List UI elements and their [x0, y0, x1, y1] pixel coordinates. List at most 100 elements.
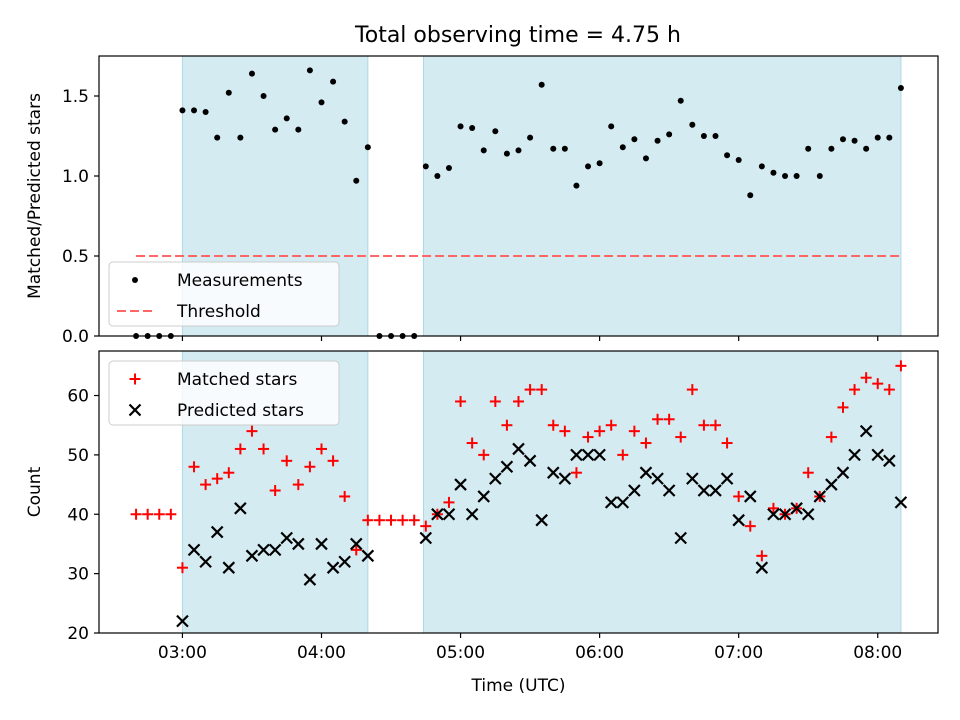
matched-stars-point [188, 461, 200, 473]
matched-stars-point [455, 395, 467, 407]
matched-stars-point [142, 508, 154, 520]
predicted-stars-point [535, 513, 548, 527]
legend-marker-matched [129, 373, 141, 385]
matched-stars-point [825, 431, 837, 443]
measurement-point [353, 177, 360, 184]
predicted-stars-point [268, 543, 282, 557]
legend-marker-predicted [128, 403, 142, 417]
predicted-stars-point [570, 448, 583, 462]
measurement-point [341, 118, 348, 125]
predicted-stars-point [419, 531, 433, 545]
predicted-stars-point [454, 478, 467, 491]
measurement-point [515, 147, 522, 154]
measurement-point [237, 134, 244, 141]
predicted-stars-point [210, 525, 224, 539]
y-tick-label: 60 [67, 387, 89, 407]
predicted-stars-point [257, 543, 270, 557]
predicted-stars-point [813, 490, 827, 503]
matched-stars-point [211, 473, 223, 485]
measurement-point [851, 137, 858, 144]
matched-stars-point [223, 467, 235, 479]
predicted-stars-point [628, 484, 641, 497]
matched-stars-point [327, 455, 339, 467]
y-tick-label: 1.5 [62, 87, 89, 107]
predicted-stars-point [836, 466, 850, 479]
measurement-point [816, 173, 823, 179]
predicted-stars-point [489, 472, 502, 485]
y-tick-label: 30 [67, 565, 89, 585]
matched-stars-point [489, 395, 501, 407]
matched-stars-point [281, 455, 293, 467]
measurement-point [538, 81, 545, 88]
predicted-stars-point [825, 478, 838, 491]
matched-stars-point [872, 378, 884, 390]
x-tick-label: 05:00 [436, 643, 485, 663]
matched-stars-point [744, 520, 756, 532]
x-tick-label: 07:00 [714, 643, 763, 663]
matched-stars-point [686, 384, 698, 396]
legend-marker-measurement [132, 277, 138, 283]
observing-interval-shade [422, 55, 902, 337]
predicted-stars-point [790, 502, 803, 515]
legend-label: Predicted stars [177, 401, 304, 421]
measurement-point [214, 134, 221, 141]
predicted-stars-point [176, 614, 189, 628]
matched-stars-point [501, 419, 513, 431]
predicted-stars-point [755, 561, 769, 574]
y-tick-label: 0.0 [62, 327, 89, 347]
measurement-point [330, 78, 337, 85]
predicted-stars-point [883, 454, 896, 468]
predicted-stars-point [315, 537, 328, 551]
measurement-point [782, 173, 789, 179]
matched-stars-point [883, 384, 895, 396]
predicted-stars-point [349, 537, 363, 551]
measurement-point [793, 173, 800, 179]
predicted-stars-point [558, 472, 572, 485]
matched-stars-point [837, 401, 849, 413]
measurement-point [700, 133, 707, 139]
matched-stars-point [165, 508, 177, 520]
matched-stars-point [373, 514, 385, 526]
matched-stars-point [397, 514, 409, 526]
matched-stars-point [478, 449, 490, 461]
measurement-point [422, 163, 429, 170]
matched-stars-point [559, 425, 571, 437]
matched-stars-point [269, 485, 281, 497]
predicted-stars-point [709, 484, 722, 497]
observing-interval-shade [422, 350, 902, 634]
y-axis-label: Count [25, 466, 45, 517]
matched-stars-point [420, 520, 432, 532]
measurement-point [585, 163, 592, 170]
measurement-point [863, 145, 870, 152]
measurement-point [631, 136, 638, 143]
measurement-point [272, 126, 279, 133]
x-axis-label: Time (UTC) [471, 676, 566, 696]
predicted-stars-point [743, 490, 757, 503]
measurement-point [654, 137, 661, 144]
y-tick-label: 40 [67, 505, 89, 525]
predicted-stars-point [639, 466, 653, 479]
y-tick-label: 0.5 [62, 247, 89, 267]
matched-stars-point [698, 419, 710, 431]
measurement-point [364, 144, 371, 151]
legend-label: Threshold [176, 302, 261, 322]
measurement-point [191, 107, 198, 114]
y-tick-label: 20 [67, 624, 89, 644]
predicted-stars-point [616, 496, 630, 509]
predicted-stars-point [222, 561, 236, 574]
predicted-stars-point [871, 448, 885, 462]
measurement-point [283, 115, 290, 122]
predicted-stars-point [292, 537, 305, 551]
measurement-point [295, 126, 302, 133]
axes-frame [98, 55, 939, 337]
measurement-point [445, 165, 452, 171]
predicted-stars-point [465, 507, 479, 521]
predicted-stars-point [500, 460, 514, 474]
matched-stars-point [710, 419, 722, 431]
matched-stars-point [153, 508, 165, 520]
matched-stars-point [570, 467, 582, 479]
matched-stars-point [628, 425, 640, 437]
measurement-point [596, 160, 603, 167]
measurement-point [724, 152, 731, 159]
matched-stars-point [582, 431, 594, 443]
